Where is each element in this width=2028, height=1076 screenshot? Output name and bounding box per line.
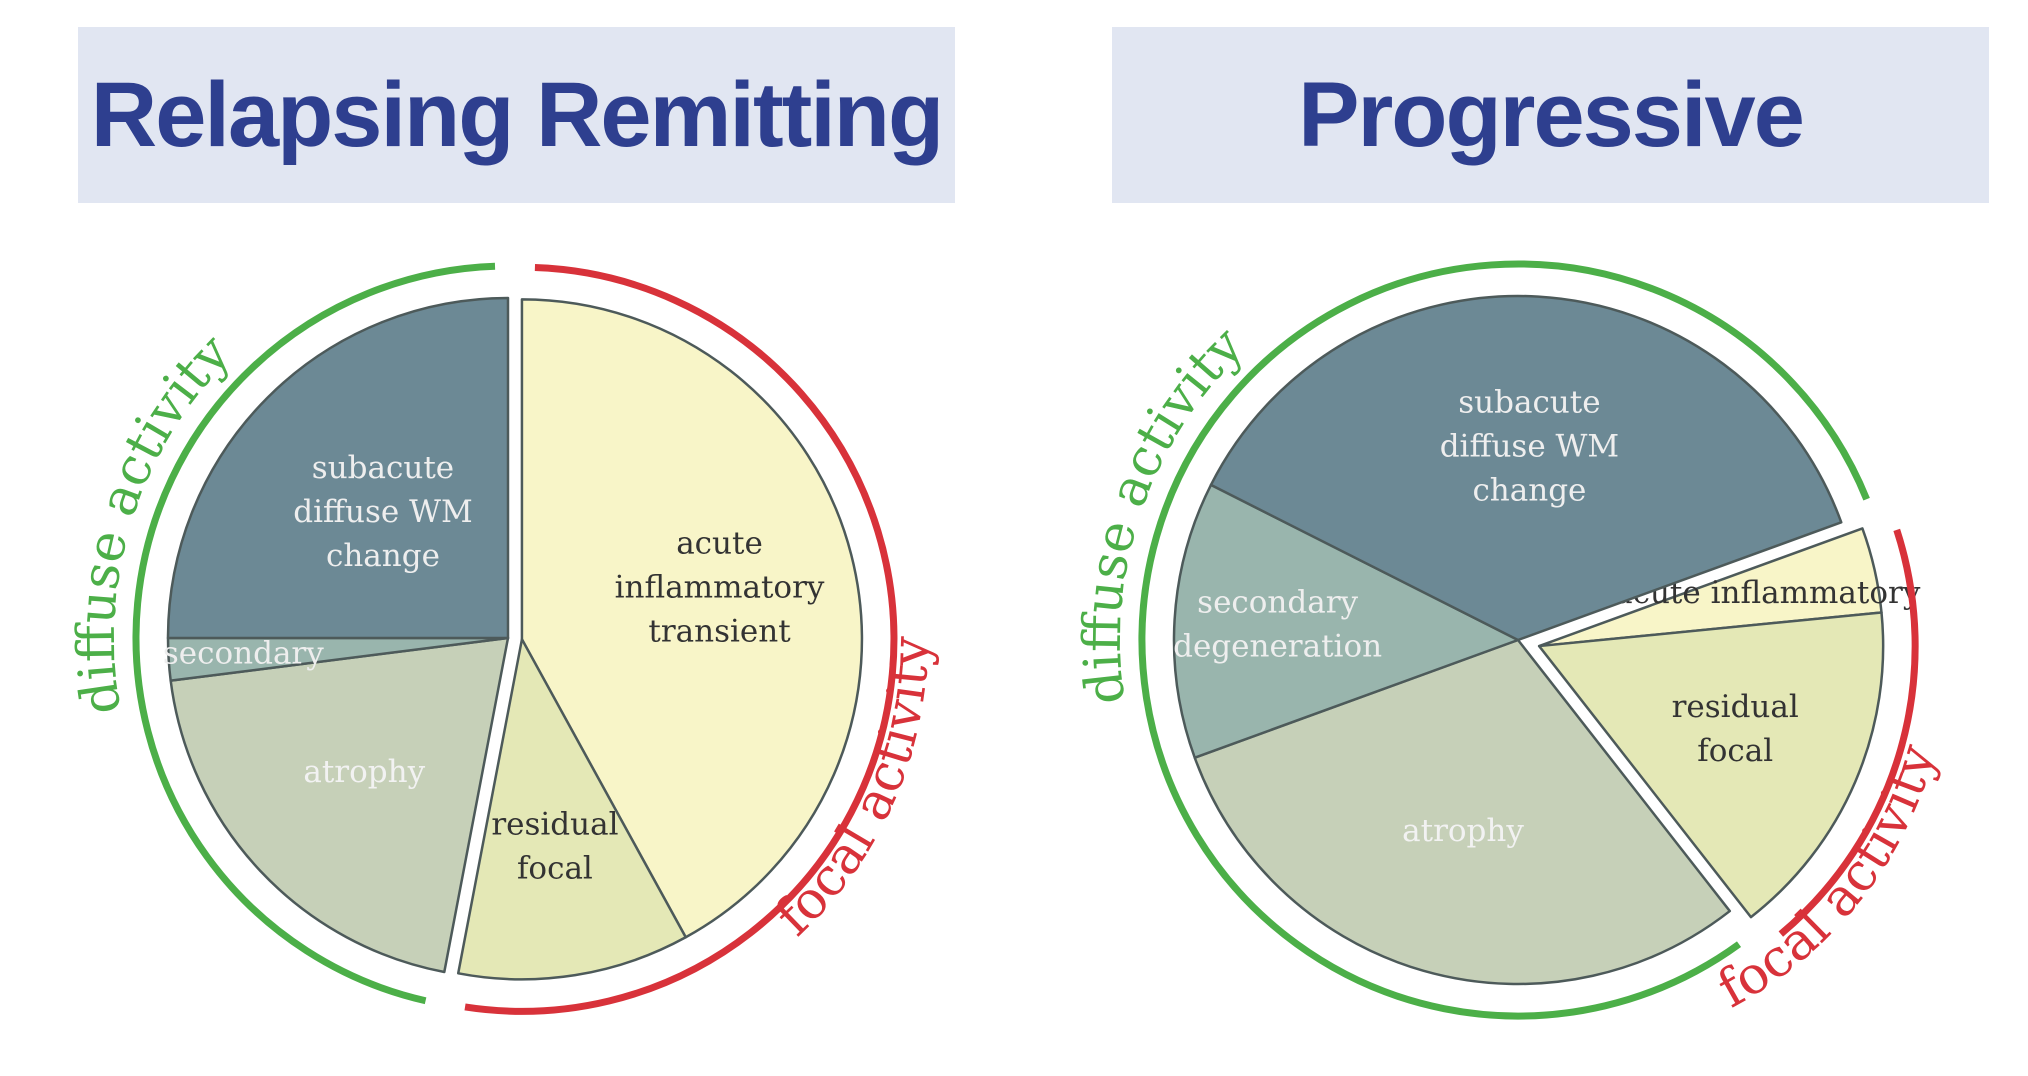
pie-slice-subacute-diffuse-wm-change xyxy=(166,296,510,640)
pie-slice-residual-focal xyxy=(1537,611,1885,919)
pie-slice-residual-focal xyxy=(456,638,687,981)
slice-label-subacute-diffuse-wm-change: subacute diffuse WM change xyxy=(293,449,472,573)
pie-slice-acute-inflammatory-transient xyxy=(520,298,864,939)
slice-label-subacute-diffuse-wm-change: subacute diffuse WM change xyxy=(1440,384,1619,508)
chart-title-relapsing-remitting: Relapsing Remitting xyxy=(78,27,955,203)
slice-label-acute-inflammatory-transient: acute inflammatory transient xyxy=(615,525,825,649)
pie-slice-subacute-diffuse-wm-change xyxy=(1209,294,1843,642)
arc-diffuse-activity xyxy=(132,262,496,1005)
pie-chart-relapsing-remitting: acute inflammatory transient residual focal a… xyxy=(67,262,941,1015)
pie-slice-atrophy xyxy=(169,636,510,974)
pie-slice-secondary-degeneration xyxy=(1172,483,1520,759)
slice-label-atrophy: atrophy xyxy=(303,753,425,789)
slice-label-secondary: secondary xyxy=(163,635,324,671)
chart-title-progressive: Progressive xyxy=(1112,27,1989,203)
arc-focal-activity xyxy=(464,264,898,1015)
pie-slice-atrophy xyxy=(1193,638,1732,986)
slice-label-atrophy: atrophy xyxy=(1402,812,1524,848)
slice-label-residual-focal: residual focal xyxy=(491,806,618,886)
arc-diffuse-activity xyxy=(1138,260,1870,1020)
slice-label-residual-focal: residual focal xyxy=(1672,689,1799,769)
slice-label-secondary-degeneration: secondary degeneration xyxy=(1173,584,1382,664)
arc-focal-activity xyxy=(1778,528,1919,937)
